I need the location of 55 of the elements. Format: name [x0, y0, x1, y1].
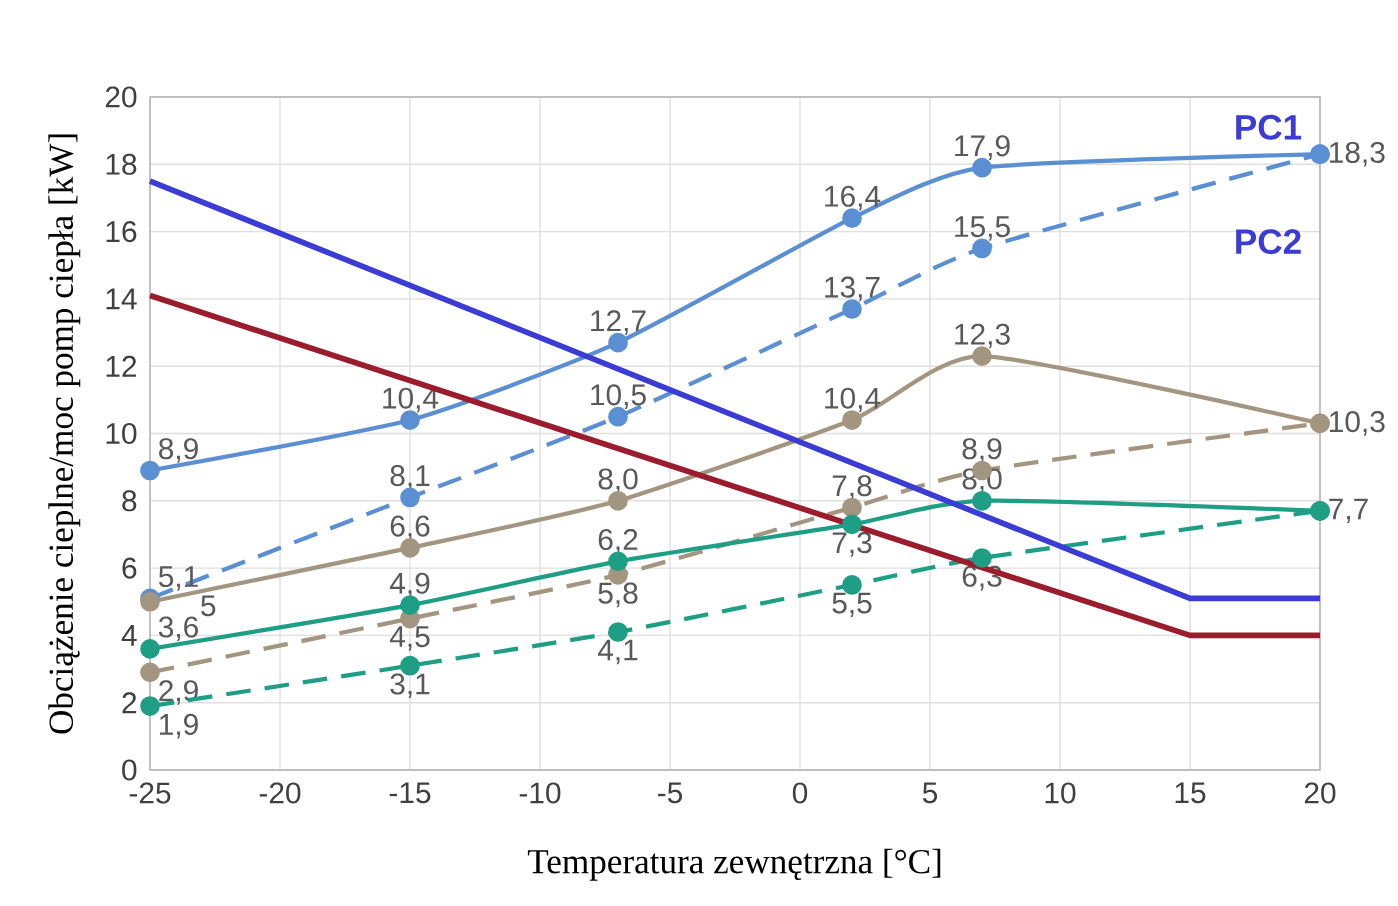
data-label: 4,1	[597, 639, 638, 665]
data-label: 1,9	[160, 713, 198, 739]
y-tick-label: 16	[106, 221, 137, 243]
data-label: 3,6	[158, 616, 198, 642]
data-label: 10,5	[591, 384, 646, 409]
x-tick-label: 15	[1175, 782, 1206, 804]
x-tick-label: 10	[1045, 782, 1076, 804]
x-tick-label: 5	[922, 782, 938, 804]
x-tick-label: 0	[792, 782, 808, 804]
data-label: 10,4	[825, 387, 881, 413]
y-tick-label: 4	[121, 625, 137, 646]
y-tick-label: 2	[122, 692, 137, 714]
x-tick-label: -15	[389, 782, 431, 804]
data-label: 5	[201, 595, 216, 617]
y-tick-label: 12	[106, 355, 137, 377]
data-label: 7,7	[1329, 498, 1368, 524]
data-label: 17,9	[955, 135, 1010, 160]
data-label: 16,4	[825, 185, 881, 211]
annotation: PC2	[1236, 229, 1301, 255]
x-tick-label: -5	[658, 782, 683, 804]
data-label: 5,1	[158, 566, 198, 591]
data-label: 8,9	[962, 438, 1002, 463]
data-label: 8,1	[390, 465, 430, 490]
y-tick-label: 10	[106, 422, 137, 445]
data-label: 5,8	[598, 582, 638, 608]
data-label: 8,0	[598, 468, 638, 494]
data-label: 12,3	[955, 323, 1010, 349]
data-label: 10,4	[383, 387, 439, 413]
y-axis-title: Obciążenie cieplne/moc pomp ciepła [kW]	[48, 134, 81, 734]
data-label: 7,3	[832, 532, 872, 557]
y-tick-label: 14	[106, 288, 137, 310]
x-tick-label: 20	[1304, 782, 1336, 804]
x-tick-label: -25	[129, 782, 171, 804]
data-label: 18,3	[1329, 141, 1385, 167]
data-label: 4,9	[389, 572, 430, 598]
x-tick-label: -20	[259, 782, 301, 804]
annotation: PC1	[1236, 114, 1302, 140]
data-label: 3,1	[390, 673, 430, 699]
y-tick-label: 0	[122, 759, 137, 781]
data-label: 8,9	[159, 438, 198, 463]
x-tick-label: -10	[519, 782, 561, 804]
data-label: 4,5	[389, 626, 430, 651]
data-label: 13,7	[825, 276, 880, 302]
data-label: 7,8	[832, 475, 872, 500]
data-label: 10,3	[1329, 411, 1385, 436]
y-tick-label: 6	[122, 557, 137, 579]
y-tick-label: 8	[122, 490, 137, 512]
data-label: 12,7	[591, 310, 646, 335]
data-label: 6,6	[390, 515, 430, 541]
data-label: 5,5	[832, 592, 872, 618]
data-label: 6,2	[598, 528, 638, 554]
x-axis-title: Temperatura zewnętrzna [°C]	[527, 848, 941, 881]
data-label: 15,5	[955, 216, 1010, 241]
y-tick-label: 18	[106, 153, 137, 175]
y-tick-label: 20	[105, 86, 137, 108]
